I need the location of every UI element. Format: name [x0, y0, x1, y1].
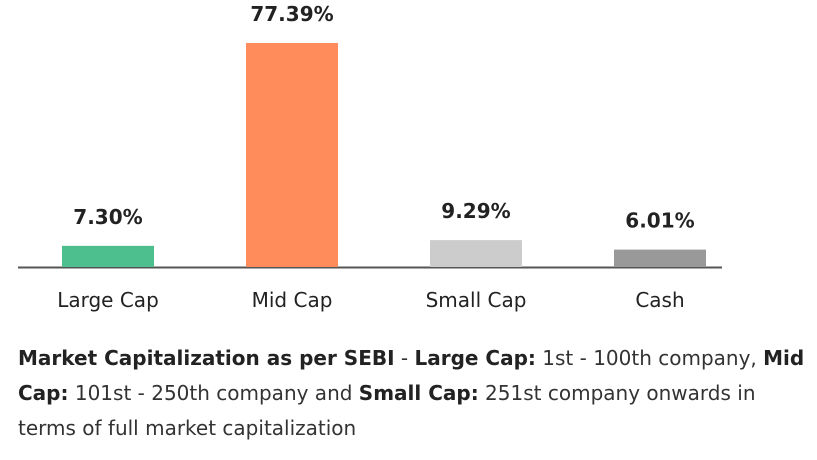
value-label-mid-cap: 77.39% — [250, 2, 333, 26]
footnote-small-cap-term: Small Cap: — [358, 381, 479, 405]
value-label-small-cap: 9.29% — [441, 199, 510, 223]
category-label-large-cap: Large Cap — [57, 288, 159, 312]
footnote-separator: - — [394, 346, 415, 370]
bar-large-cap — [62, 245, 154, 267]
category-label-mid-cap: Mid Cap — [252, 288, 333, 312]
value-label-large-cap: 7.30% — [73, 205, 142, 229]
footnote-mid-cap-term: Mid Cap: — [18, 346, 805, 405]
chart-canvas: 7.30% Large Cap 77.39% Mid Cap 9.29% Small Ca… — [18, 2, 722, 312]
footnote: Market Capitalization as per SEBI - Larg… — [18, 341, 808, 446]
footnote-large-cap-def: 1st - 100th company, — [535, 346, 764, 370]
bar-cash — [614, 249, 706, 267]
footnote-mid-cap-def: 101st - 250th company and — [68, 381, 359, 405]
category-label-cash: Cash — [635, 288, 684, 312]
footnote-heading: Market Capitalization as per SEBI — [18, 346, 395, 370]
bar-mid-cap — [246, 43, 338, 267]
footnote-small-cap-def: 251st company onwards in terms of full m… — [18, 381, 756, 440]
bar-small-cap — [430, 240, 522, 267]
footnote-large-cap-term: Large Cap: — [414, 346, 536, 370]
bar-chart: 7.30% Large Cap 77.39% Mid Cap 9.29% Small Ca… — [18, 2, 722, 312]
value-label-cash: 6.01% — [625, 209, 694, 233]
category-label-small-cap: Small Cap — [426, 288, 527, 312]
